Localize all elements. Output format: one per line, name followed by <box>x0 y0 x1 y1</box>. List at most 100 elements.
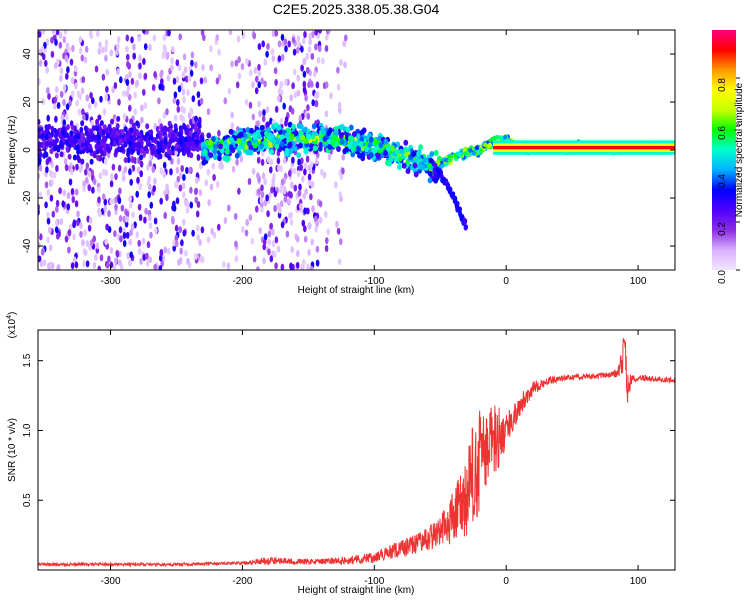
tail-pixel <box>457 206 461 213</box>
noise-pixel <box>163 246 167 254</box>
ridge-pixel <box>360 151 366 158</box>
noise-pixel <box>184 249 188 257</box>
noise-pixel <box>64 235 69 243</box>
tail-pixel <box>464 224 468 231</box>
noise-pixel <box>171 215 175 223</box>
noise-pixel <box>61 200 65 208</box>
noise-pixel <box>290 246 295 254</box>
noise-pixel <box>101 46 105 54</box>
band-pixel <box>118 139 123 146</box>
noise-pixel <box>174 234 179 242</box>
noise-pixel <box>280 221 285 229</box>
noise-pixel <box>50 179 54 187</box>
noise-pixel <box>119 235 123 243</box>
snr-line-group <box>38 338 675 568</box>
noise-pixel <box>93 101 98 109</box>
noise-pixel <box>172 96 177 104</box>
noise-pixel <box>87 224 92 232</box>
noise-pixel <box>182 218 186 226</box>
ridge-pixel <box>404 151 409 158</box>
noise-pixel <box>277 87 282 95</box>
band-pixel <box>185 141 190 148</box>
noise-pixel <box>143 72 148 80</box>
band-pixel <box>123 157 128 164</box>
noise-pixel <box>119 263 124 270</box>
ridge-pixel <box>309 143 314 150</box>
noise-pixel <box>292 48 297 56</box>
ridge-pixel <box>292 145 298 152</box>
ridge-pixel <box>212 154 218 160</box>
noise-pixel <box>215 77 220 85</box>
noise-pixel <box>303 31 307 38</box>
noise-pixel <box>125 34 130 42</box>
noise-pixel <box>72 233 76 241</box>
noise-pixel <box>280 33 285 41</box>
noise-pixel <box>112 263 117 270</box>
noise-pixel <box>126 84 131 92</box>
band-pixel <box>40 133 45 139</box>
noise-pixel <box>302 86 307 94</box>
noise-pixel <box>119 76 123 84</box>
noise-pixel <box>289 218 294 226</box>
noise-pixel <box>265 194 269 202</box>
noise-pixel <box>69 58 74 66</box>
noise-pixel <box>276 245 281 253</box>
noise-pixel <box>248 101 253 109</box>
band-pixel <box>53 139 58 146</box>
band-pixel <box>112 140 117 147</box>
band-pixel <box>163 125 167 132</box>
noise-pixel <box>153 177 157 185</box>
noise-pixel <box>253 67 258 74</box>
noise-pixel <box>267 238 271 246</box>
ridge-pixel <box>345 126 351 133</box>
band-pixel <box>189 152 194 159</box>
noise-pixel <box>148 44 152 51</box>
noise-pixel <box>337 101 342 109</box>
ridge-pixel <box>269 148 274 155</box>
ridge-pixel <box>263 140 269 146</box>
noise-pixel <box>48 226 52 234</box>
noise-pixel <box>267 248 271 256</box>
band-pixel <box>105 132 110 139</box>
noise-pixel <box>128 71 132 78</box>
noise-pixel <box>299 164 304 172</box>
noise-pixel <box>65 103 70 111</box>
noise-pixel <box>296 250 300 257</box>
noise-pixel <box>200 30 205 37</box>
noise-pixel <box>209 183 214 191</box>
band-pixel <box>120 129 125 135</box>
band-pixel <box>197 120 202 127</box>
band-pixel <box>158 131 163 137</box>
ridge-pixel <box>333 129 339 136</box>
noise-pixel <box>70 188 75 195</box>
noise-pixel <box>301 37 306 45</box>
band-pixel <box>111 129 115 136</box>
ridge-pixel <box>306 133 312 140</box>
noise-pixel <box>337 258 342 266</box>
noise-pixel <box>145 259 150 267</box>
band-pixel <box>115 130 120 136</box>
ridge-pixel <box>356 145 361 152</box>
noise-pixel <box>262 109 266 117</box>
band-pixel <box>73 138 78 145</box>
noise-pixel <box>128 168 132 176</box>
noise-pixel <box>122 90 126 98</box>
band-pixel <box>125 132 130 139</box>
ridge-pixel <box>368 136 374 143</box>
band-pixel <box>194 115 198 122</box>
noise-pixel <box>196 91 201 99</box>
noise-pixel <box>94 253 98 261</box>
band-pixel <box>47 156 52 163</box>
noise-pixel <box>129 178 133 186</box>
noise-pixel <box>257 43 262 51</box>
noise-pixel <box>216 180 220 188</box>
noise-pixel <box>200 226 205 234</box>
noise-pixel <box>269 222 274 230</box>
noise-pixel <box>143 43 148 51</box>
noise-pixel <box>280 178 285 186</box>
noise-pixel <box>315 91 320 99</box>
band-pixel <box>76 133 81 140</box>
noise-pixel <box>287 40 292 48</box>
noise-pixel <box>187 74 192 82</box>
noise-pixel <box>324 110 329 118</box>
